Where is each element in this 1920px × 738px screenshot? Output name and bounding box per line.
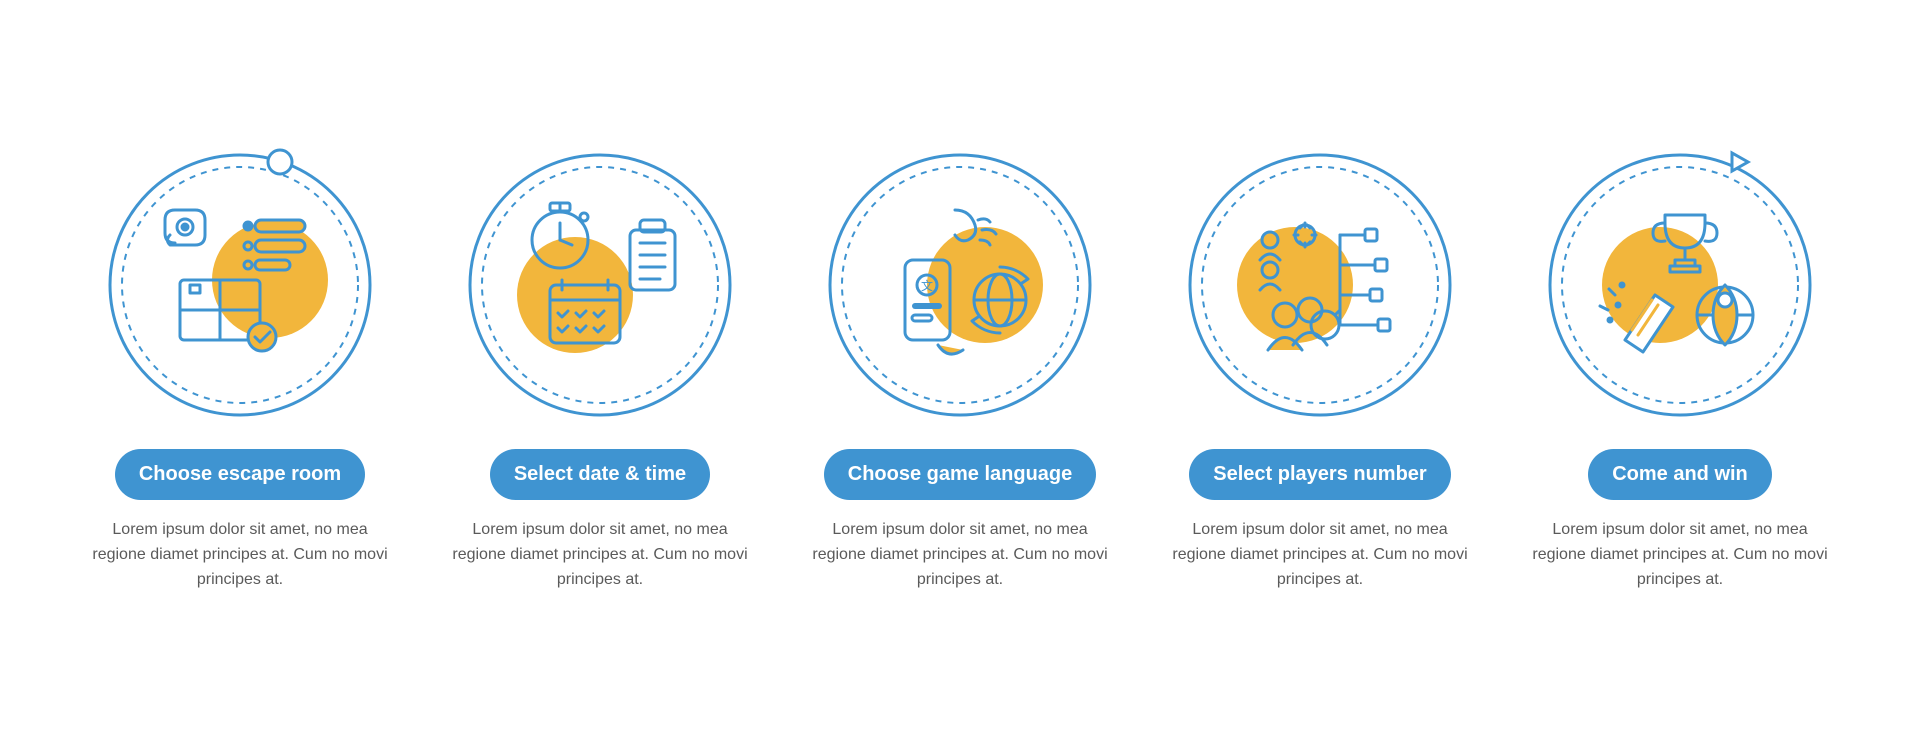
desc-come-win: Lorem ipsum dolor sit amet, no mea regio… — [1530, 518, 1830, 592]
pill-choose-language: Choose game language — [824, 449, 1097, 500]
desc-choose-language: Lorem ipsum dolor sit amet, no mea regio… — [810, 518, 1110, 592]
escape-room-icon — [140, 185, 340, 385]
desc-select-date: Lorem ipsum dolor sit amet, no mea regio… — [450, 518, 750, 592]
pill-select-date: Select date & time — [490, 449, 710, 500]
infographic-row: Choose escape room Lorem ipsum dolor sit… — [0, 145, 1920, 592]
date-time-icon — [500, 185, 700, 385]
circle-choose-language: 文 — [820, 145, 1100, 425]
step-choose-language: 文 Choose game language Lorem ipsum dolor… — [800, 145, 1120, 592]
pill-select-players: Select players number — [1189, 449, 1450, 500]
circle-come-win — [1540, 145, 1820, 425]
step-come-win: Come and win Lorem ipsum dolor sit amet,… — [1520, 145, 1840, 592]
pill-choose-room: Choose escape room — [115, 449, 365, 500]
circle-choose-room — [100, 145, 380, 425]
step-choose-room: Choose escape room Lorem ipsum dolor sit… — [80, 145, 400, 592]
desc-choose-room: Lorem ipsum dolor sit amet, no mea regio… — [90, 518, 390, 592]
players-icon — [1220, 185, 1420, 385]
pill-come-win: Come and win — [1588, 449, 1772, 500]
step-select-date: Select date & time Lorem ipsum dolor sit… — [440, 145, 760, 592]
language-icon: 文 — [860, 185, 1060, 385]
win-icon — [1580, 185, 1780, 385]
step-select-players: Select players number Lorem ipsum dolor … — [1160, 145, 1480, 592]
circle-select-date — [460, 145, 740, 425]
svg-text:文: 文 — [921, 278, 933, 293]
circle-select-players — [1180, 145, 1460, 425]
desc-select-players: Lorem ipsum dolor sit amet, no mea regio… — [1170, 518, 1470, 592]
